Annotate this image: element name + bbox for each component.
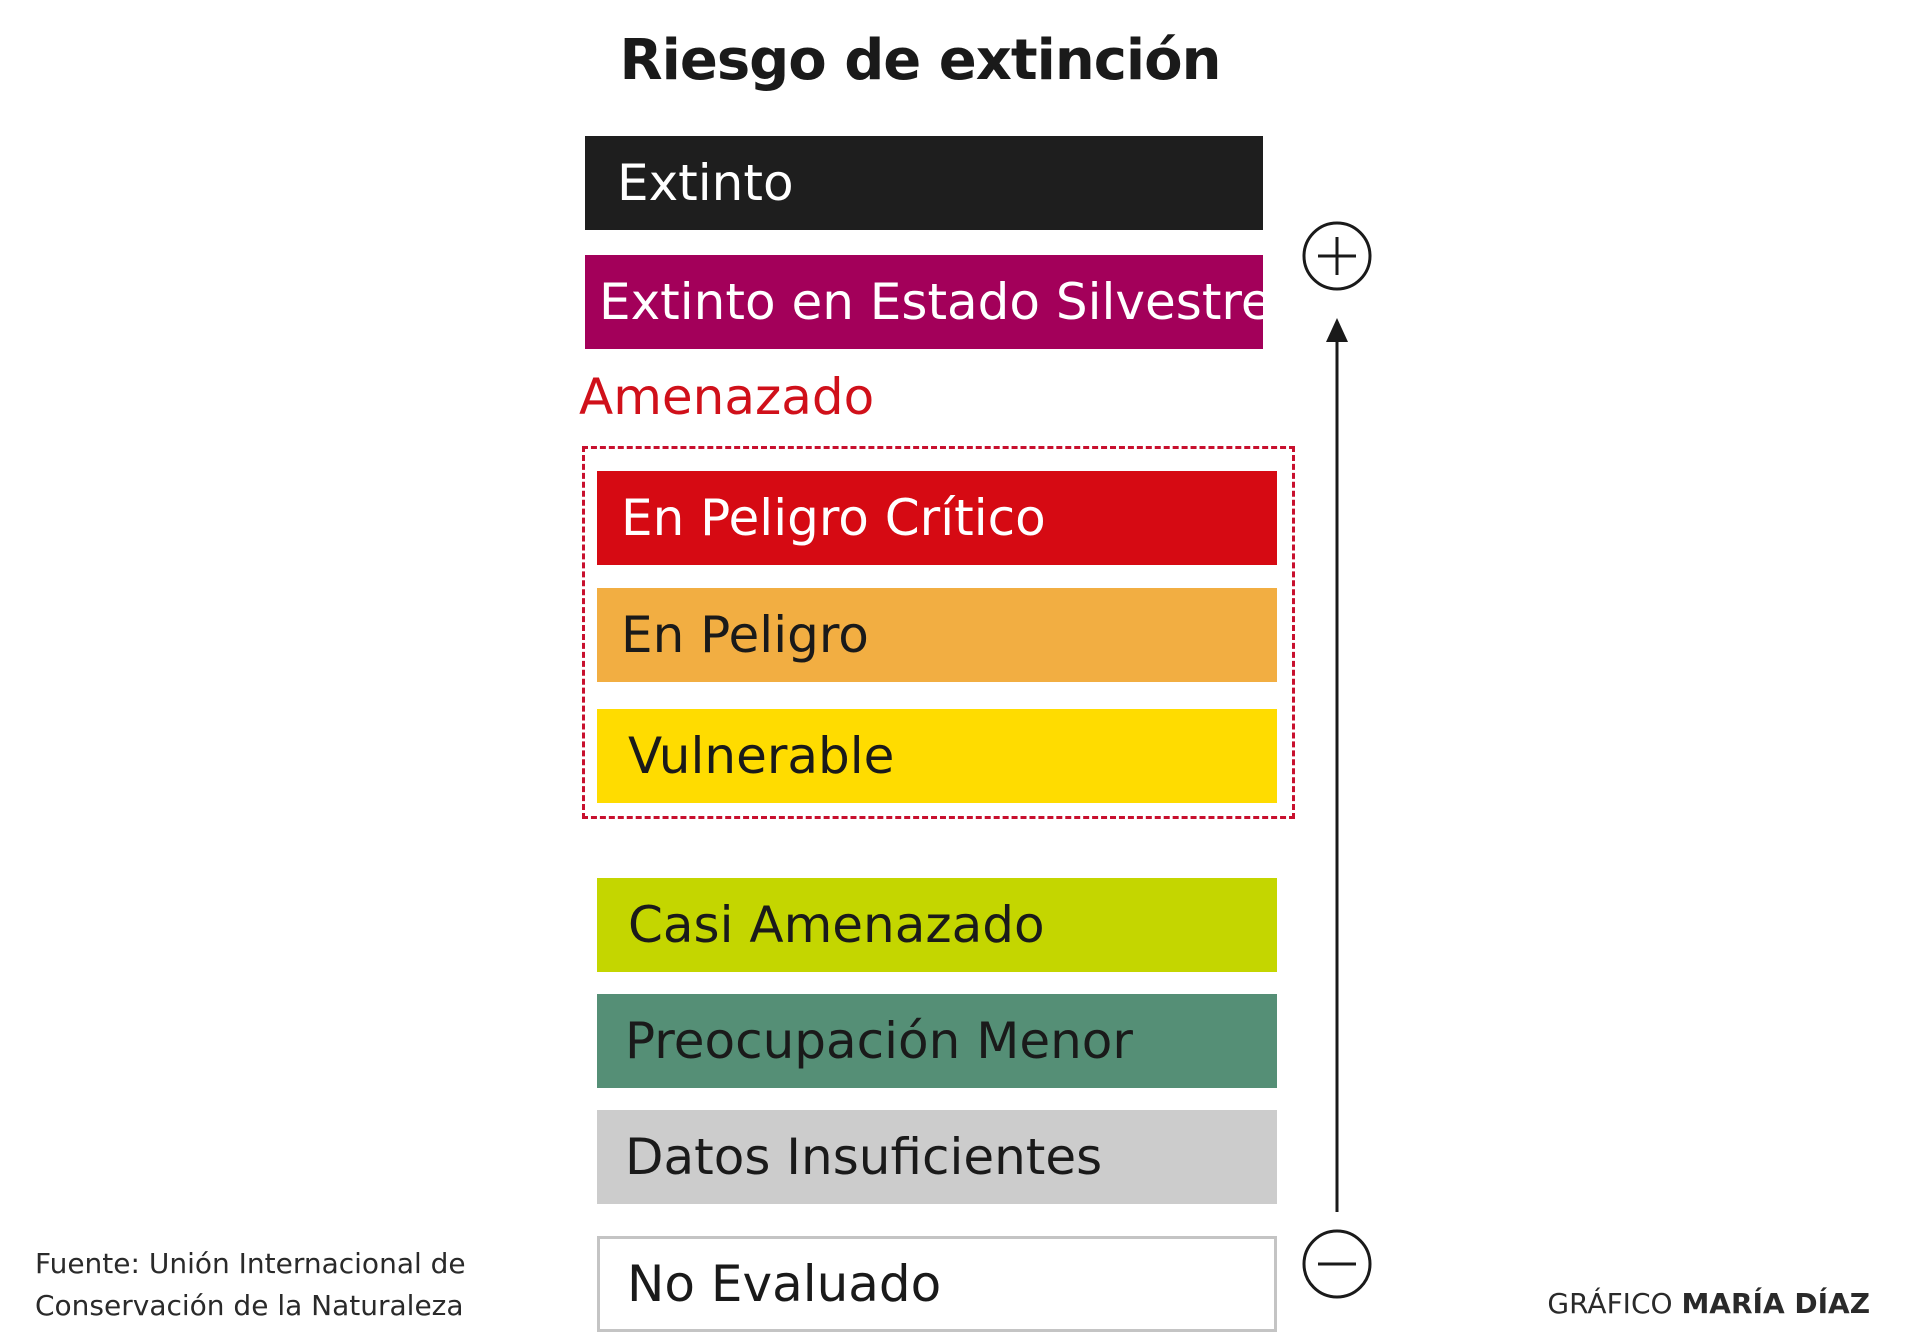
- category-casi-amenazado: Casi Amenazado: [597, 878, 1277, 972]
- source-line-1: Fuente: Unión Internacional de: [35, 1247, 466, 1280]
- category-label: En Peligro Crítico: [621, 489, 1046, 547]
- category-label: Casi Amenazado: [628, 896, 1045, 954]
- category-preocupacion-menor: Preocupación Menor: [597, 994, 1277, 1088]
- credit-author: MARÍA DÍAZ: [1681, 1287, 1870, 1320]
- category-vulnerable: Vulnerable: [597, 709, 1277, 803]
- graphic-credit: GRÁFICO MARÍA DÍAZ: [1547, 1287, 1870, 1320]
- category-label: Extinto: [617, 154, 794, 212]
- source-note: Fuente: Unión Internacional de Conservac…: [35, 1243, 505, 1327]
- category-en-peligro: En Peligro: [597, 588, 1277, 682]
- page-title: Riesgo de extinción: [619, 28, 1222, 93]
- category-no-evaluado: No Evaluado: [597, 1236, 1277, 1332]
- credit-prefix: GRÁFICO: [1547, 1287, 1673, 1320]
- category-datos-insuficientes: Datos Insuficientes: [597, 1110, 1277, 1204]
- threatened-group-box: [582, 446, 1295, 819]
- source-line-2: Conservación de la Naturaleza: [35, 1289, 464, 1322]
- category-label: En Peligro: [621, 606, 869, 664]
- category-label: Preocupación Menor: [625, 1012, 1133, 1070]
- plus-circle-icon: [1302, 221, 1372, 291]
- category-label: Vulnerable: [628, 727, 895, 785]
- category-label: No Evaluado: [627, 1255, 942, 1313]
- category-en-peligro-critico: En Peligro Crítico: [597, 471, 1277, 565]
- category-extinto-estado-silvestre: Extinto en Estado Silvestre: [585, 255, 1263, 349]
- minus-circle-icon: [1302, 1229, 1372, 1299]
- category-label: Extinto en Estado Silvestre: [599, 273, 1263, 331]
- group-label-amenazado: Amenazado: [579, 368, 875, 426]
- category-extinto: Extinto: [585, 136, 1263, 230]
- arrow-up-icon: [1326, 318, 1348, 1212]
- category-label: Datos Insuficientes: [625, 1128, 1103, 1186]
